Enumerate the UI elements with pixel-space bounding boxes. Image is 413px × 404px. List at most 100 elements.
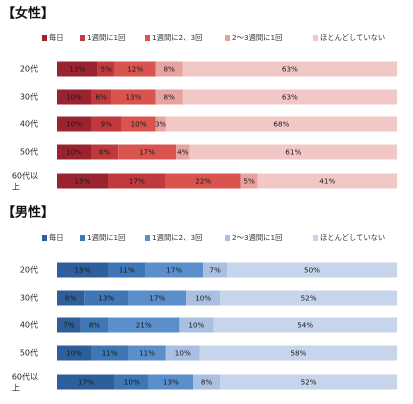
bar-segment	[145, 262, 204, 278]
data-label: 5%	[101, 65, 113, 74]
legend-label: 毎日	[49, 233, 64, 242]
data-label: 4%	[177, 148, 189, 157]
legend-label: 1週間に2、3回	[152, 33, 202, 42]
bar-segment	[57, 116, 91, 132]
bar-segment	[97, 61, 115, 77]
bar-segment	[114, 374, 149, 390]
legend-label: ほとんどしていない	[320, 33, 385, 42]
bar-segment	[179, 317, 214, 333]
bar-segment	[111, 89, 156, 105]
data-label: 68%	[273, 120, 289, 129]
bar-segment	[257, 173, 397, 189]
data-label: 11%	[139, 349, 155, 358]
bar-segment	[165, 173, 241, 189]
data-label: 17%	[139, 148, 155, 157]
legend-swatch	[145, 35, 150, 41]
category-label: 30代	[20, 92, 38, 102]
bar-segment	[182, 61, 397, 77]
bar-segment	[108, 173, 166, 189]
data-label: 9%	[101, 120, 113, 129]
bar-segment	[80, 317, 108, 333]
data-label: 52%	[301, 378, 317, 387]
legend-swatch	[313, 35, 318, 41]
category-label: 40代	[20, 320, 38, 330]
bar-segment	[220, 374, 397, 390]
data-label: 13%	[163, 378, 179, 387]
data-label: 12%	[69, 65, 85, 74]
bar-segment	[57, 290, 85, 306]
bar-segment	[186, 290, 221, 306]
bar-segment	[240, 173, 258, 189]
bar-segment	[57, 89, 91, 105]
bar-segment	[155, 61, 183, 77]
data-label: 10%	[66, 148, 82, 157]
data-label: 8%	[65, 294, 77, 303]
bar-segment	[128, 290, 187, 306]
data-label: 10%	[124, 378, 140, 387]
legend-swatch	[225, 235, 230, 241]
data-label: 63%	[282, 65, 298, 74]
data-label: 12%	[127, 65, 143, 74]
bar-segment	[165, 116, 397, 132]
legend-swatch	[42, 35, 47, 41]
bar-segment	[57, 61, 98, 77]
bar-segment	[118, 144, 176, 160]
data-label: 15%	[75, 266, 91, 275]
bar-segment	[91, 345, 129, 361]
data-label: 8%	[89, 321, 101, 330]
legend-label: 2～3週間に1回	[232, 33, 282, 42]
bar-segment	[227, 262, 397, 278]
legend-label: 毎日	[49, 33, 64, 42]
category-label: 20代	[20, 64, 38, 74]
data-label: 8%	[201, 378, 213, 387]
data-label: 11%	[102, 349, 118, 358]
data-label: 63%	[282, 93, 298, 102]
bar-segment	[193, 374, 221, 390]
category-label: 50代	[20, 147, 38, 157]
legend-label: 2～3週間に1回	[232, 233, 282, 242]
data-label: 10%	[131, 120, 147, 129]
legend-swatch	[313, 235, 318, 241]
data-label: 8%	[99, 148, 111, 157]
data-label: 11%	[119, 266, 135, 275]
legend-label: ほとんどしていない	[320, 233, 385, 242]
data-label: 41%	[319, 177, 335, 186]
data-label: 52%	[301, 294, 317, 303]
category-label: 50代	[20, 348, 38, 358]
data-label: 13%	[126, 93, 142, 102]
data-label: 10%	[188, 321, 204, 330]
category-label: 30代	[20, 293, 38, 303]
bar-segment	[91, 144, 119, 160]
bar-segment	[108, 317, 180, 333]
bar-segment	[148, 374, 193, 390]
data-label: 5%	[243, 177, 255, 186]
data-label: 22%	[195, 177, 211, 186]
bar-segment	[108, 262, 146, 278]
bar-segment	[84, 290, 129, 306]
bar-segment	[128, 345, 166, 361]
data-label: 61%	[285, 148, 301, 157]
bar-segment	[114, 61, 156, 77]
data-label: 10%	[66, 349, 82, 358]
bar-segment	[176, 144, 190, 160]
bar-segment	[199, 345, 397, 361]
data-label: 54%	[297, 321, 313, 330]
bar-segment	[182, 89, 397, 105]
bar-segment	[155, 89, 183, 105]
legend-swatch	[80, 35, 85, 41]
legend-swatch	[225, 35, 230, 41]
data-label: 17%	[149, 294, 165, 303]
legend-swatch	[42, 235, 47, 241]
legend-label: 1週間に1回	[87, 233, 125, 242]
data-label: 17%	[78, 378, 94, 387]
data-label: 15%	[75, 177, 91, 186]
bar-segment	[57, 317, 81, 333]
data-label: 21%	[136, 321, 152, 330]
data-label: 13%	[98, 294, 114, 303]
bar-segment	[213, 317, 397, 333]
bar-segment	[203, 262, 227, 278]
chart-title: 【女性】	[2, 6, 54, 22]
data-label: 8%	[163, 93, 175, 102]
